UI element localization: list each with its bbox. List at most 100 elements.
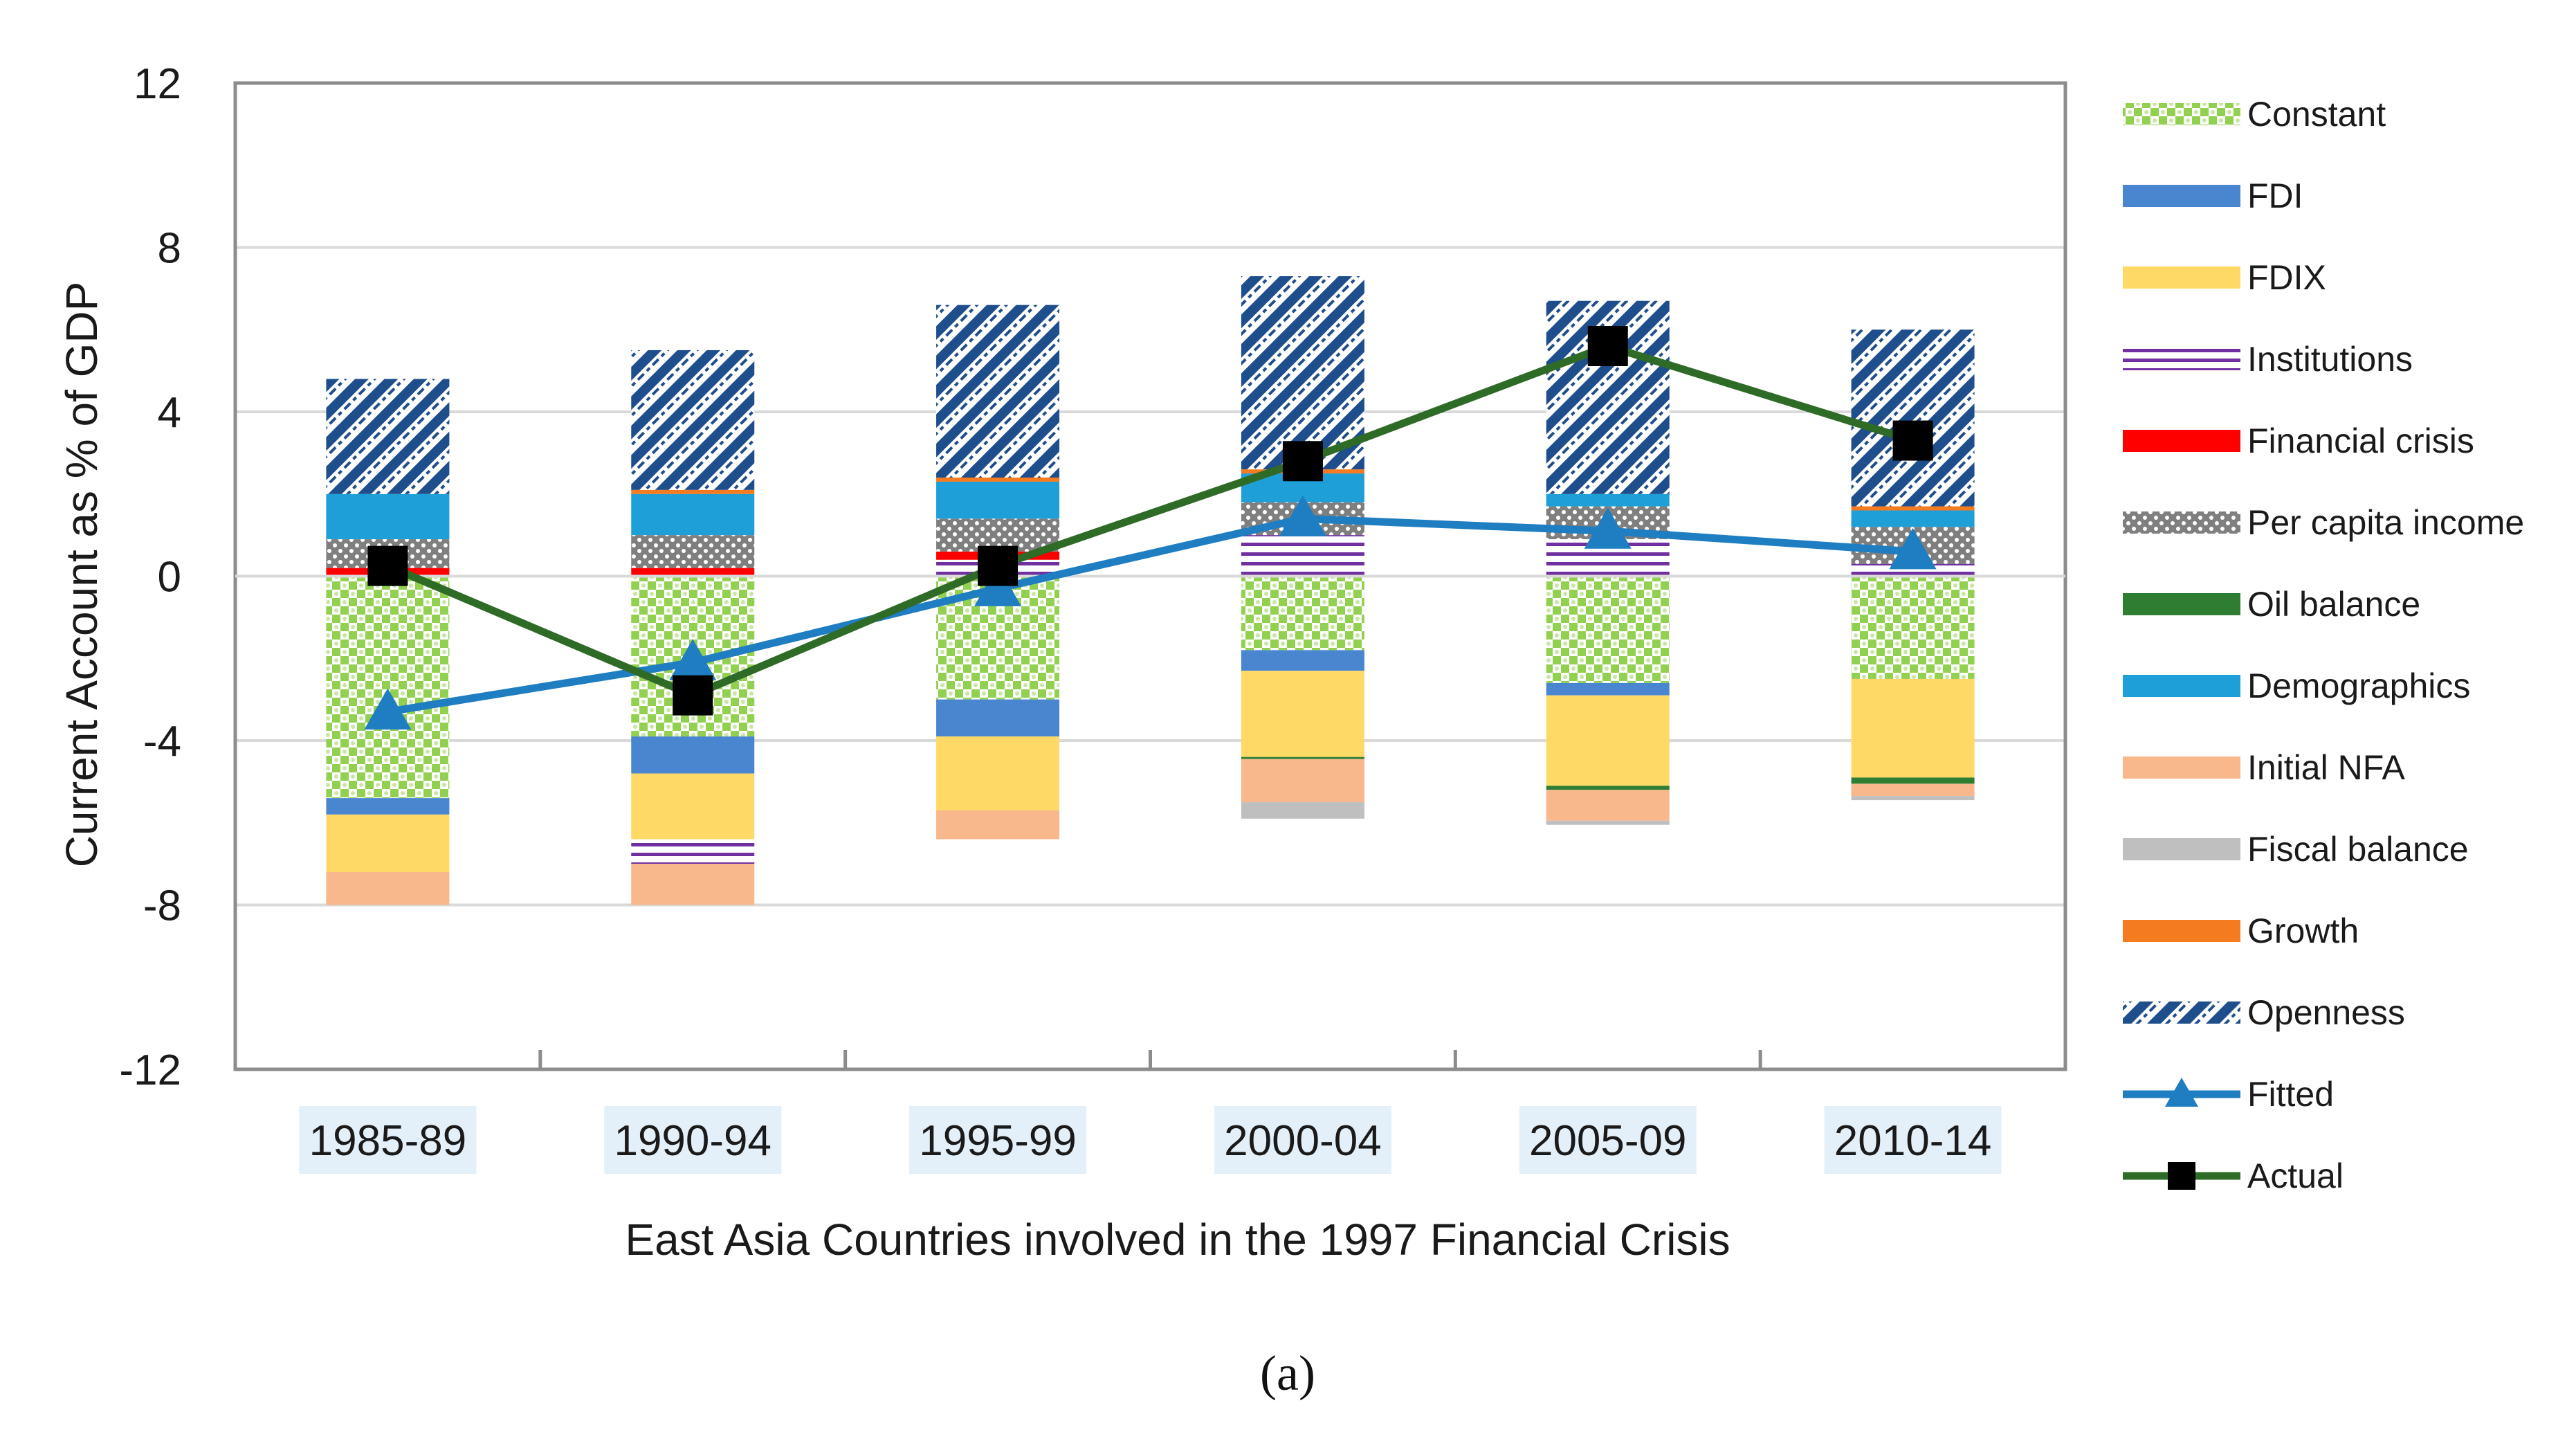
legend-item-actual: Actual (2123, 1157, 2344, 1195)
category-label: 1995-99 (919, 1117, 1077, 1165)
x-axis: 1985-89 1990-94 1995-99 2000-04 2005-09 2010-… (299, 1106, 2002, 1174)
category-label: 2010-14 (1834, 1117, 1992, 1165)
legend-marker (2168, 1162, 2195, 1190)
legend-label: Actual (2247, 1157, 2344, 1195)
legend-label: Fitted (2247, 1075, 2334, 1114)
bar-segment-oil-balance-2010-14 (1851, 777, 1975, 784)
bar-segment-fdi-1990-94 (631, 736, 755, 774)
category-label: 1985-89 (309, 1117, 467, 1165)
legend-label: Initial NFA (2247, 748, 2406, 787)
point-actual-1995-99 (978, 545, 1018, 586)
y-axis-title: Current Account as % of GDP (57, 282, 107, 868)
category-label: 1990-94 (614, 1117, 771, 1165)
bar-segment-initial-nfa-2005-09 (1546, 790, 1670, 821)
bar-segment-oil-balance-2000-04 (1241, 756, 1364, 759)
bar-segment-growth-1990-94 (631, 489, 755, 494)
bar-segment-fiscal-balance-2010-14 (1851, 796, 1975, 801)
legend-swatch (2123, 756, 2240, 779)
panel-label: (a) (1260, 1345, 1315, 1401)
point-actual-1990-94 (673, 675, 713, 716)
category-label-bg (1519, 1106, 1697, 1174)
bar-segment-initial-nfa-1990-94 (631, 864, 755, 905)
legend-label: Fiscal balance (2247, 830, 2469, 869)
category-label-bg (1824, 1106, 2002, 1174)
point-actual-2000-04 (1282, 441, 1323, 482)
legend-swatch (2123, 1002, 2240, 1024)
bar-segment-fdix-1990-94 (631, 773, 755, 840)
point-fitted-2005-09 (1584, 507, 1632, 549)
legend-item-initial-nfa: Initial NFA (2123, 748, 2406, 787)
legend-item-financial-crisis: Financial crisis (2123, 422, 2474, 460)
bar-segment-openness-1985-89 (326, 379, 450, 494)
bar-segment-fdix-2010-14 (1851, 678, 1975, 778)
bar-segment-institutions-1990-94 (631, 839, 755, 864)
bar-segment-oil-balance-2005-09 (1546, 786, 1670, 790)
bar-segment-openness-1995-99 (936, 305, 1060, 478)
legend-item-per-capita-income: Per capita income (2123, 503, 2524, 542)
bar-segment-fdix-1995-99 (936, 736, 1060, 810)
bar-segment-fiscal-balance-2000-04 (1241, 802, 1364, 819)
y-tick-label: 8 (158, 225, 181, 273)
bar-segment-institutions-2000-04 (1241, 535, 1364, 577)
legend: Constant FDI FDIX Institutions Financial cri… (2123, 95, 2524, 1195)
y-tick-label: 4 (158, 389, 181, 437)
bar-segment-fiscal-balance-2005-09 (1546, 820, 1670, 825)
legend-item-oil-balance: Oil balance (2123, 585, 2420, 624)
category-label-bg (1214, 1106, 1391, 1174)
legend-label: FDI (2247, 176, 2303, 215)
legend-swatch (2123, 430, 2240, 452)
y-tick-label: -4 (143, 718, 181, 765)
point-actual-1985-89 (367, 545, 408, 586)
point-actual-2010-14 (1892, 420, 1933, 461)
bar-segment-fdix-1985-89 (326, 814, 450, 872)
y-tick-label: -12 (119, 1046, 181, 1094)
legend-item-constant: Constant (2123, 95, 2386, 134)
bar-segment-fdi-2000-04 (1241, 650, 1364, 671)
bar-segment-growth-2010-14 (1851, 506, 1975, 511)
legend-swatch (2123, 103, 2240, 125)
bar-segment-initial-nfa-2010-14 (1851, 783, 1975, 797)
point-fitted-2010-14 (1889, 527, 1937, 570)
legend-swatch (2123, 593, 2240, 615)
legend-label: Openness (2247, 993, 2405, 1032)
legend-label: FDIX (2247, 258, 2326, 297)
category-label: 2000-04 (1224, 1117, 1382, 1165)
point-fitted-1985-89 (364, 688, 412, 729)
bar-segment-demographics-1985-89 (326, 493, 450, 540)
bar-segment-initial-nfa-2000-04 (1241, 759, 1364, 803)
category-label-bg (909, 1106, 1087, 1174)
bar-segment-demographics-2005-09 (1546, 493, 1670, 507)
legend-label: Per capita income (2247, 503, 2524, 542)
line-series (364, 326, 1937, 729)
legend-swatch (2123, 838, 2240, 860)
y-axis: 12 8 4 0 -4 -8 -12 (119, 60, 181, 1094)
legend-label: Oil balance (2247, 585, 2420, 624)
bar-segment-fdi-1995-99 (936, 699, 1060, 737)
bar-segment-fdi-2005-09 (1546, 682, 1670, 696)
y-tick-label: 0 (158, 554, 181, 601)
bar-segment-demographics-1995-99 (936, 481, 1060, 519)
x-axis-title: East Asia Countries involved in the 1997… (625, 1215, 1730, 1265)
category-label-bg (299, 1106, 477, 1174)
legend-swatch (2123, 185, 2240, 207)
legend-item-fdi: FDI (2123, 176, 2303, 215)
bar-segment-initial-nfa-1995-99 (936, 810, 1060, 840)
point-fitted-2000-04 (1279, 495, 1326, 536)
plot-border (233, 81, 2067, 1071)
legend-item-institutions: Institutions (2123, 340, 2413, 379)
bar-segment-initial-nfa-1985-89 (326, 872, 450, 905)
legend-swatch (2123, 266, 2240, 289)
legend-item-growth: Growth (2123, 912, 2359, 950)
bar-segment-fdi-1985-89 (326, 798, 450, 815)
y-tick-label: 12 (134, 60, 181, 108)
legend-item-openness: Openness (2123, 993, 2405, 1032)
legend-item-fdix: FDIX (2123, 258, 2326, 297)
legend-swatch (2123, 675, 2240, 697)
legend-swatch (2123, 920, 2240, 942)
line-actual (386, 342, 1915, 700)
bar-segment-fdix-2000-04 (1241, 671, 1364, 757)
point-actual-2005-09 (1587, 326, 1628, 366)
bar-segment-openness-2010-14 (1851, 329, 1975, 507)
line-fitted (387, 514, 1913, 716)
